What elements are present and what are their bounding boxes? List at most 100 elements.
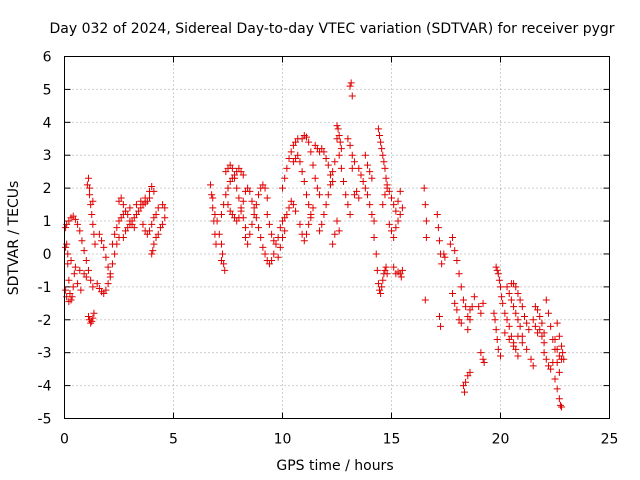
- data-point: [215, 230, 223, 238]
- data-point: [228, 164, 236, 172]
- data-point: [161, 214, 169, 222]
- data-point: [268, 230, 276, 238]
- data-point: [305, 220, 313, 228]
- data-point: [78, 237, 86, 245]
- data-point: [248, 197, 256, 205]
- data-point: [257, 234, 265, 241]
- data-point: [68, 293, 76, 301]
- data-point: [62, 224, 70, 232]
- data-point: [529, 316, 537, 324]
- data-point: [493, 266, 501, 274]
- data-point: [64, 250, 72, 258]
- data-point: [64, 260, 72, 268]
- data-point: [132, 201, 140, 209]
- data-point: [421, 296, 429, 304]
- data-point: [441, 253, 449, 261]
- data-point: [390, 263, 398, 271]
- data-point: [82, 257, 90, 265]
- data-point: [270, 250, 278, 258]
- data-point: [318, 220, 326, 228]
- data-point: [150, 240, 158, 248]
- data-point: [104, 280, 112, 288]
- data-point: [466, 316, 474, 324]
- data-point: [422, 234, 430, 241]
- data-point: [494, 345, 502, 353]
- data-point: [261, 184, 269, 192]
- data-point: [84, 174, 92, 182]
- data-point: [547, 322, 555, 330]
- data-point: [383, 270, 391, 278]
- data-point: [503, 316, 511, 324]
- data-point: [141, 194, 149, 202]
- data-point: [334, 125, 342, 133]
- data-point: [252, 214, 260, 222]
- data-point: [296, 220, 304, 228]
- data-point: [435, 237, 443, 245]
- data-point: [90, 309, 98, 317]
- x-axis-label: GPS time / hours: [276, 458, 393, 474]
- data-point: [542, 355, 550, 363]
- data-point: [154, 230, 162, 238]
- data-point: [355, 164, 363, 172]
- data-point: [475, 303, 483, 311]
- data-point: [553, 345, 561, 353]
- data-point: [126, 204, 134, 212]
- data-point: [518, 339, 526, 347]
- data-point: [106, 273, 114, 281]
- x-tick-label: 20: [492, 432, 510, 448]
- y-tick-label: -1: [38, 280, 52, 296]
- data-point: [378, 145, 386, 153]
- data-point: [440, 250, 448, 258]
- data-point: [377, 138, 385, 146]
- y-tick-label: -5: [38, 412, 52, 428]
- data-point: [355, 194, 363, 202]
- data-point: [93, 280, 101, 288]
- data-point: [300, 178, 308, 186]
- data-point: [283, 210, 291, 218]
- data-point: [294, 151, 302, 159]
- data-point: [501, 329, 509, 337]
- data-point: [549, 359, 557, 367]
- data-point: [372, 250, 380, 258]
- data-point: [100, 243, 108, 251]
- data-point: [361, 184, 369, 192]
- data-point: [76, 227, 84, 235]
- data-point: [555, 368, 563, 376]
- data-point: [285, 204, 293, 212]
- data-point: [505, 289, 513, 297]
- data-point: [380, 158, 388, 166]
- data-point: [540, 349, 548, 357]
- data-point: [514, 316, 522, 324]
- data-point: [86, 184, 94, 192]
- data-point: [307, 210, 315, 218]
- data-point: [84, 266, 92, 274]
- x-tick-label: 15: [383, 432, 401, 448]
- data-point: [111, 250, 119, 258]
- data-point: [540, 339, 548, 347]
- data-point: [217, 257, 225, 265]
- data-point: [213, 217, 221, 225]
- data-point: [152, 210, 160, 218]
- data-point: [477, 309, 485, 317]
- data-point: [368, 174, 376, 182]
- data-point: [494, 270, 502, 278]
- data-point: [263, 210, 271, 218]
- y-tick-label: -4: [38, 379, 52, 395]
- data-point: [346, 82, 354, 90]
- data-point: [394, 197, 402, 205]
- data-point: [348, 164, 356, 172]
- data-point: [392, 207, 400, 215]
- data-point: [261, 250, 269, 258]
- data-point: [276, 243, 284, 251]
- data-point: [420, 184, 428, 192]
- data-point: [335, 151, 343, 159]
- data-point: [348, 151, 356, 159]
- data-point: [322, 155, 330, 163]
- data-point: [497, 283, 504, 291]
- data-point: [320, 210, 328, 218]
- data-point: [102, 253, 110, 261]
- data-point: [379, 151, 387, 159]
- data-point: [514, 332, 522, 340]
- data-point: [453, 306, 461, 314]
- data-point: [239, 171, 247, 179]
